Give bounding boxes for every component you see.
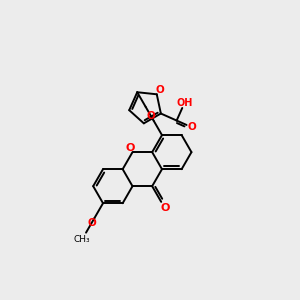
Text: O: O [147, 111, 155, 121]
Text: O: O [156, 85, 165, 95]
Text: O: O [87, 218, 96, 228]
Text: O: O [160, 203, 170, 213]
Text: CH₃: CH₃ [74, 235, 90, 244]
Text: O: O [125, 142, 135, 153]
Text: OH: OH [176, 98, 193, 108]
Text: O: O [188, 122, 196, 132]
